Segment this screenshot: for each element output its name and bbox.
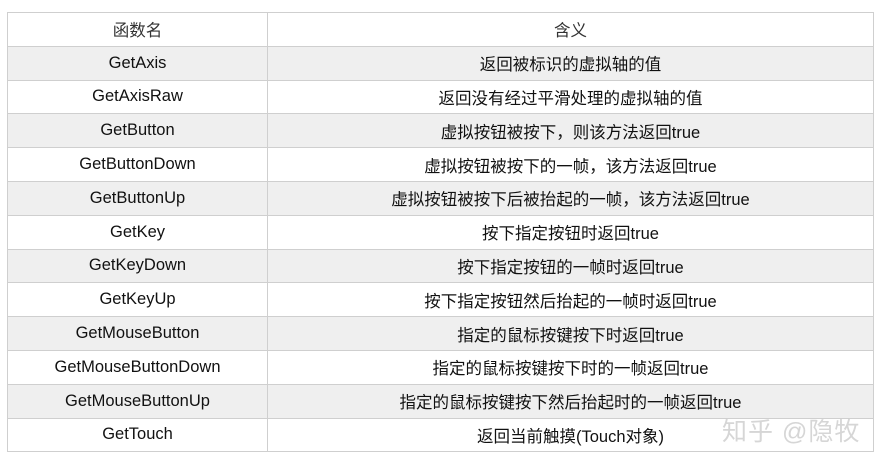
meaning-cell: 按下指定按钮的一帧时返回true <box>267 248 874 284</box>
function-name-cell: GetMouseButtonDown <box>7 349 268 385</box>
function-name-cell: GetKey <box>7 214 268 250</box>
header-function-name: 函数名 <box>7 12 268 47</box>
header-meaning: 含义 <box>267 12 874 47</box>
function-name-cell: GetMouseButton <box>7 316 268 351</box>
meaning-cell: 返回当前触摸(Touch对象) <box>267 417 874 453</box>
meaning-cell: 指定的鼠标按键按下时返回true <box>267 316 874 351</box>
input-methods-table: 函数名 含义 GetAxis 返回被标识的虚拟轴的值 GetAxisRaw 返回没有经… <box>7 12 874 453</box>
meaning-cell: 虚拟按钮被按下后被抬起的一帧，该方法返回true <box>267 180 874 216</box>
function-name-cell: GetButtonDown <box>7 147 268 182</box>
meaning-cell: 虚拟按钮被按下的一帧，该方法返回true <box>267 147 874 182</box>
meaning-cell: 指定的鼠标按键按下时的一帧返回true <box>267 349 874 385</box>
function-name-cell: GetButtonUp <box>7 180 268 216</box>
meaning-cell: 按下指定按钮时返回true <box>267 214 874 250</box>
function-name-cell: GetMouseButtonUp <box>7 383 268 419</box>
table-row: GetAxis 返回被标识的虚拟轴的值 <box>7 45 874 81</box>
meaning-cell: 返回被标识的虚拟轴的值 <box>267 45 874 81</box>
meaning-cell: 返回没有经过平滑处理的虚拟轴的值 <box>267 79 874 115</box>
table-row: GetButton 虚拟按钮被按下，则该方法返回true <box>7 113 874 149</box>
watermark: 知乎 @隐牧 <box>722 418 861 446</box>
function-name-cell: GetAxisRaw <box>7 79 268 115</box>
meaning-cell: 虚拟按钮被按下，则该方法返回true <box>267 113 874 149</box>
table-row: GetTouch 返回当前触摸(Touch对象) <box>7 417 874 453</box>
table-row: GetMouseButtonUp 指定的鼠标按键按下然后抬起时的一帧返回true <box>7 383 874 419</box>
table-row: GetKeyDown 按下指定按钮的一帧时返回true <box>7 248 874 284</box>
function-name-cell: GetKeyDown <box>7 248 268 284</box>
table-row: GetAxisRaw 返回没有经过平滑处理的虚拟轴的值 <box>7 79 874 115</box>
meaning-cell: 按下指定按钮然后抬起的一帧时返回true <box>267 282 874 318</box>
function-name-cell: GetButton <box>7 113 268 149</box>
table-row: GetKeyUp 按下指定按钮然后抬起的一帧时返回true <box>7 282 874 318</box>
header-row: 函数名 含义 <box>7 12 874 47</box>
table-row: GetKey 按下指定按钮时返回true <box>7 214 874 250</box>
function-name-cell: GetAxis <box>7 45 268 81</box>
table-row: GetMouseButton 指定的鼠标按键按下时返回true <box>7 316 874 351</box>
table-row: GetButtonDown 虚拟按钮被按下的一帧，该方法返回true <box>7 147 874 182</box>
meaning-cell: 指定的鼠标按键按下然后抬起时的一帧返回true <box>267 383 874 419</box>
function-name-cell: GetTouch <box>7 417 268 453</box>
table-row: GetButtonUp 虚拟按钮被按下后被抬起的一帧，该方法返回true <box>7 180 874 216</box>
table-row: GetMouseButtonDown 指定的鼠标按键按下时的一帧返回true <box>7 349 874 385</box>
function-name-cell: GetKeyUp <box>7 282 268 318</box>
